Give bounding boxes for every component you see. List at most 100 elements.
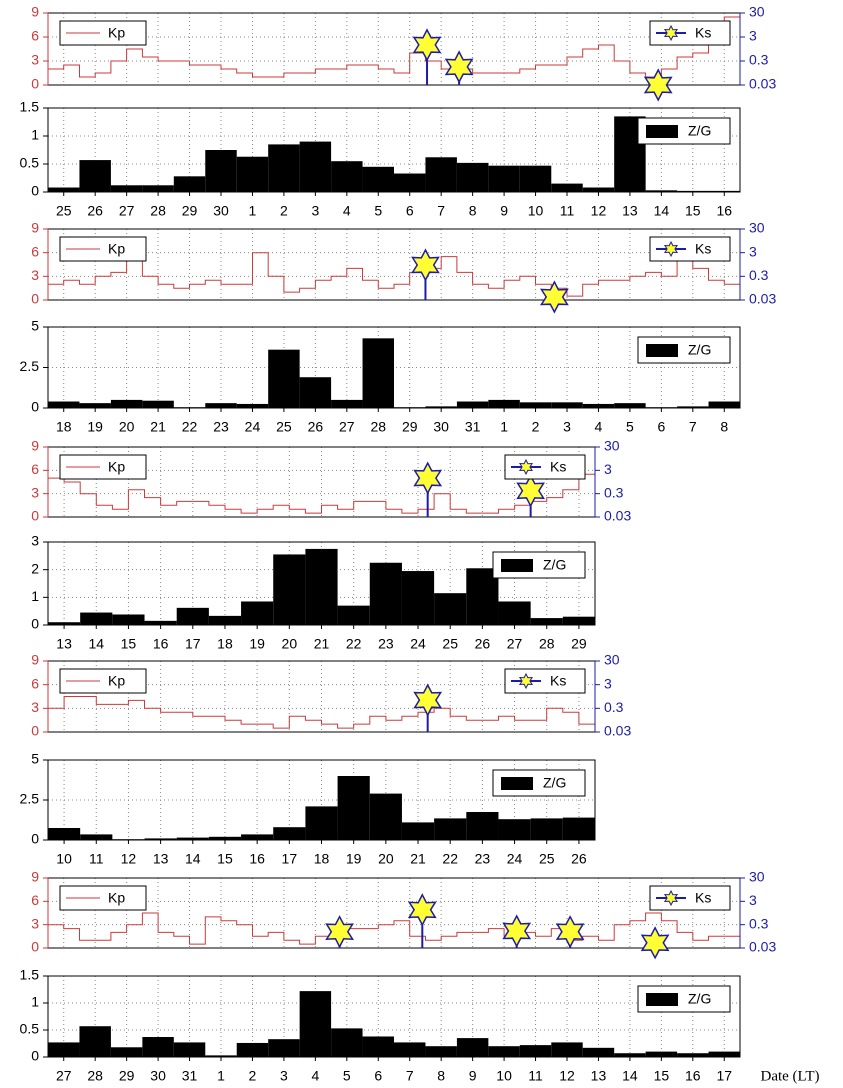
legend-label: Kp (108, 25, 125, 41)
bar (299, 991, 332, 1057)
x-tick-label: 19 (249, 636, 265, 652)
x-tick-label: 19 (346, 851, 362, 867)
x-tick-label: 3 (563, 419, 571, 435)
x-tick-label: 24 (410, 636, 426, 652)
x-tick-label: 2 (249, 1068, 257, 1084)
bar (677, 190, 709, 192)
y-tick-label: 0 (31, 831, 39, 847)
x-tick-label: 14 (654, 203, 670, 219)
ks-star (412, 28, 442, 62)
ks-star (539, 280, 569, 314)
ks-star (516, 474, 545, 508)
bar (176, 607, 209, 625)
x-tick-label: 26 (571, 851, 587, 867)
kp-line (48, 252, 740, 297)
bar (48, 187, 80, 192)
bar (562, 616, 595, 625)
x-tick-label: 28 (370, 419, 386, 435)
y-tick-label: 6 (31, 892, 39, 908)
plot-frame (47, 228, 741, 301)
bar (434, 818, 467, 840)
x-tick-label: 14 (622, 1068, 638, 1084)
x-tick-label: 20 (378, 851, 394, 867)
x-tick-label: 5 (626, 419, 634, 435)
bar (362, 338, 394, 408)
legend-star (663, 240, 679, 258)
bar (488, 399, 520, 408)
plot-frame (47, 759, 596, 841)
x-tick-label: 27 (339, 419, 355, 435)
x-tick-label: 13 (622, 203, 638, 219)
bar (708, 401, 740, 408)
bar (369, 562, 402, 625)
x-tick-label: 21 (150, 419, 166, 435)
legend-star (663, 889, 679, 907)
x-tick-label: 30 (213, 203, 229, 219)
y-tick-label: 0 (31, 399, 39, 415)
x-tick-label: 16 (716, 203, 732, 219)
y-tick-label: 0 (31, 1048, 39, 1064)
bar (144, 838, 177, 840)
bar (394, 1042, 426, 1057)
legend-star (518, 458, 534, 476)
x-tick-label: 16 (249, 851, 265, 867)
y2-tick-label: 30 (749, 4, 765, 20)
bar (614, 1053, 646, 1057)
x-tick-label: 29 (571, 636, 587, 652)
x-tick-label: 23 (378, 636, 394, 652)
plot-frame (47, 12, 741, 86)
bar (425, 157, 457, 192)
x-tick-label: 29 (182, 203, 198, 219)
bar (425, 1046, 457, 1057)
y-tick-label: 6 (31, 461, 39, 477)
legend-label: Ks (695, 890, 711, 906)
bar (144, 620, 177, 625)
x-tick-label: 14 (185, 851, 201, 867)
y2-tick-label: 0.3 (749, 52, 769, 68)
y2-tick-label: 0.03 (604, 723, 631, 739)
y-tick-label: 0 (31, 291, 39, 307)
x-tick-label: 22 (442, 851, 458, 867)
ks-star (407, 893, 437, 927)
y2-tick-label: 0.03 (604, 508, 631, 524)
x-tick-label: 6 (406, 203, 414, 219)
ks-star (413, 683, 443, 717)
x-tick-label: 9 (469, 1068, 477, 1084)
bar (48, 401, 80, 408)
x-tick-label: 10 (496, 1068, 512, 1084)
x-tick-label: 12 (591, 203, 607, 219)
x-tick-label: 1 (500, 419, 508, 435)
bar (551, 183, 583, 192)
bar (208, 615, 242, 625)
ks-star (444, 50, 474, 84)
bar (48, 622, 81, 625)
y-tick-label: 1 (31, 588, 39, 604)
bar (80, 834, 113, 840)
ks-star (555, 915, 585, 949)
bar (241, 601, 274, 625)
x-tick-label: 12 (559, 1068, 575, 1084)
y-tick-label: 1 (31, 994, 39, 1010)
x-tick-label: 28 (87, 1068, 103, 1084)
x-tick-label: 15 (121, 636, 137, 652)
y2-tick-label: 3 (604, 675, 612, 691)
y2-tick-label: 30 (604, 438, 620, 454)
legend-label: Z/G (688, 342, 711, 358)
ks-star (413, 461, 443, 495)
y-tick-label: 1.5 (20, 99, 40, 115)
y2-tick-label: 0.3 (604, 484, 624, 500)
x-tick-label: 22 (346, 636, 362, 652)
y2-tick-label: 0.03 (749, 291, 776, 307)
x-tick-label: 13 (56, 636, 72, 652)
y-tick-label: 2.5 (20, 791, 40, 807)
x-tick-label: 7 (689, 419, 697, 435)
bar (488, 1046, 520, 1057)
y-tick-label: 3 (31, 484, 39, 500)
legend-label: Ks (550, 673, 566, 689)
bar (466, 812, 499, 840)
bar (79, 403, 111, 408)
y-tick-label: 0 (31, 183, 39, 199)
bar (401, 822, 435, 840)
